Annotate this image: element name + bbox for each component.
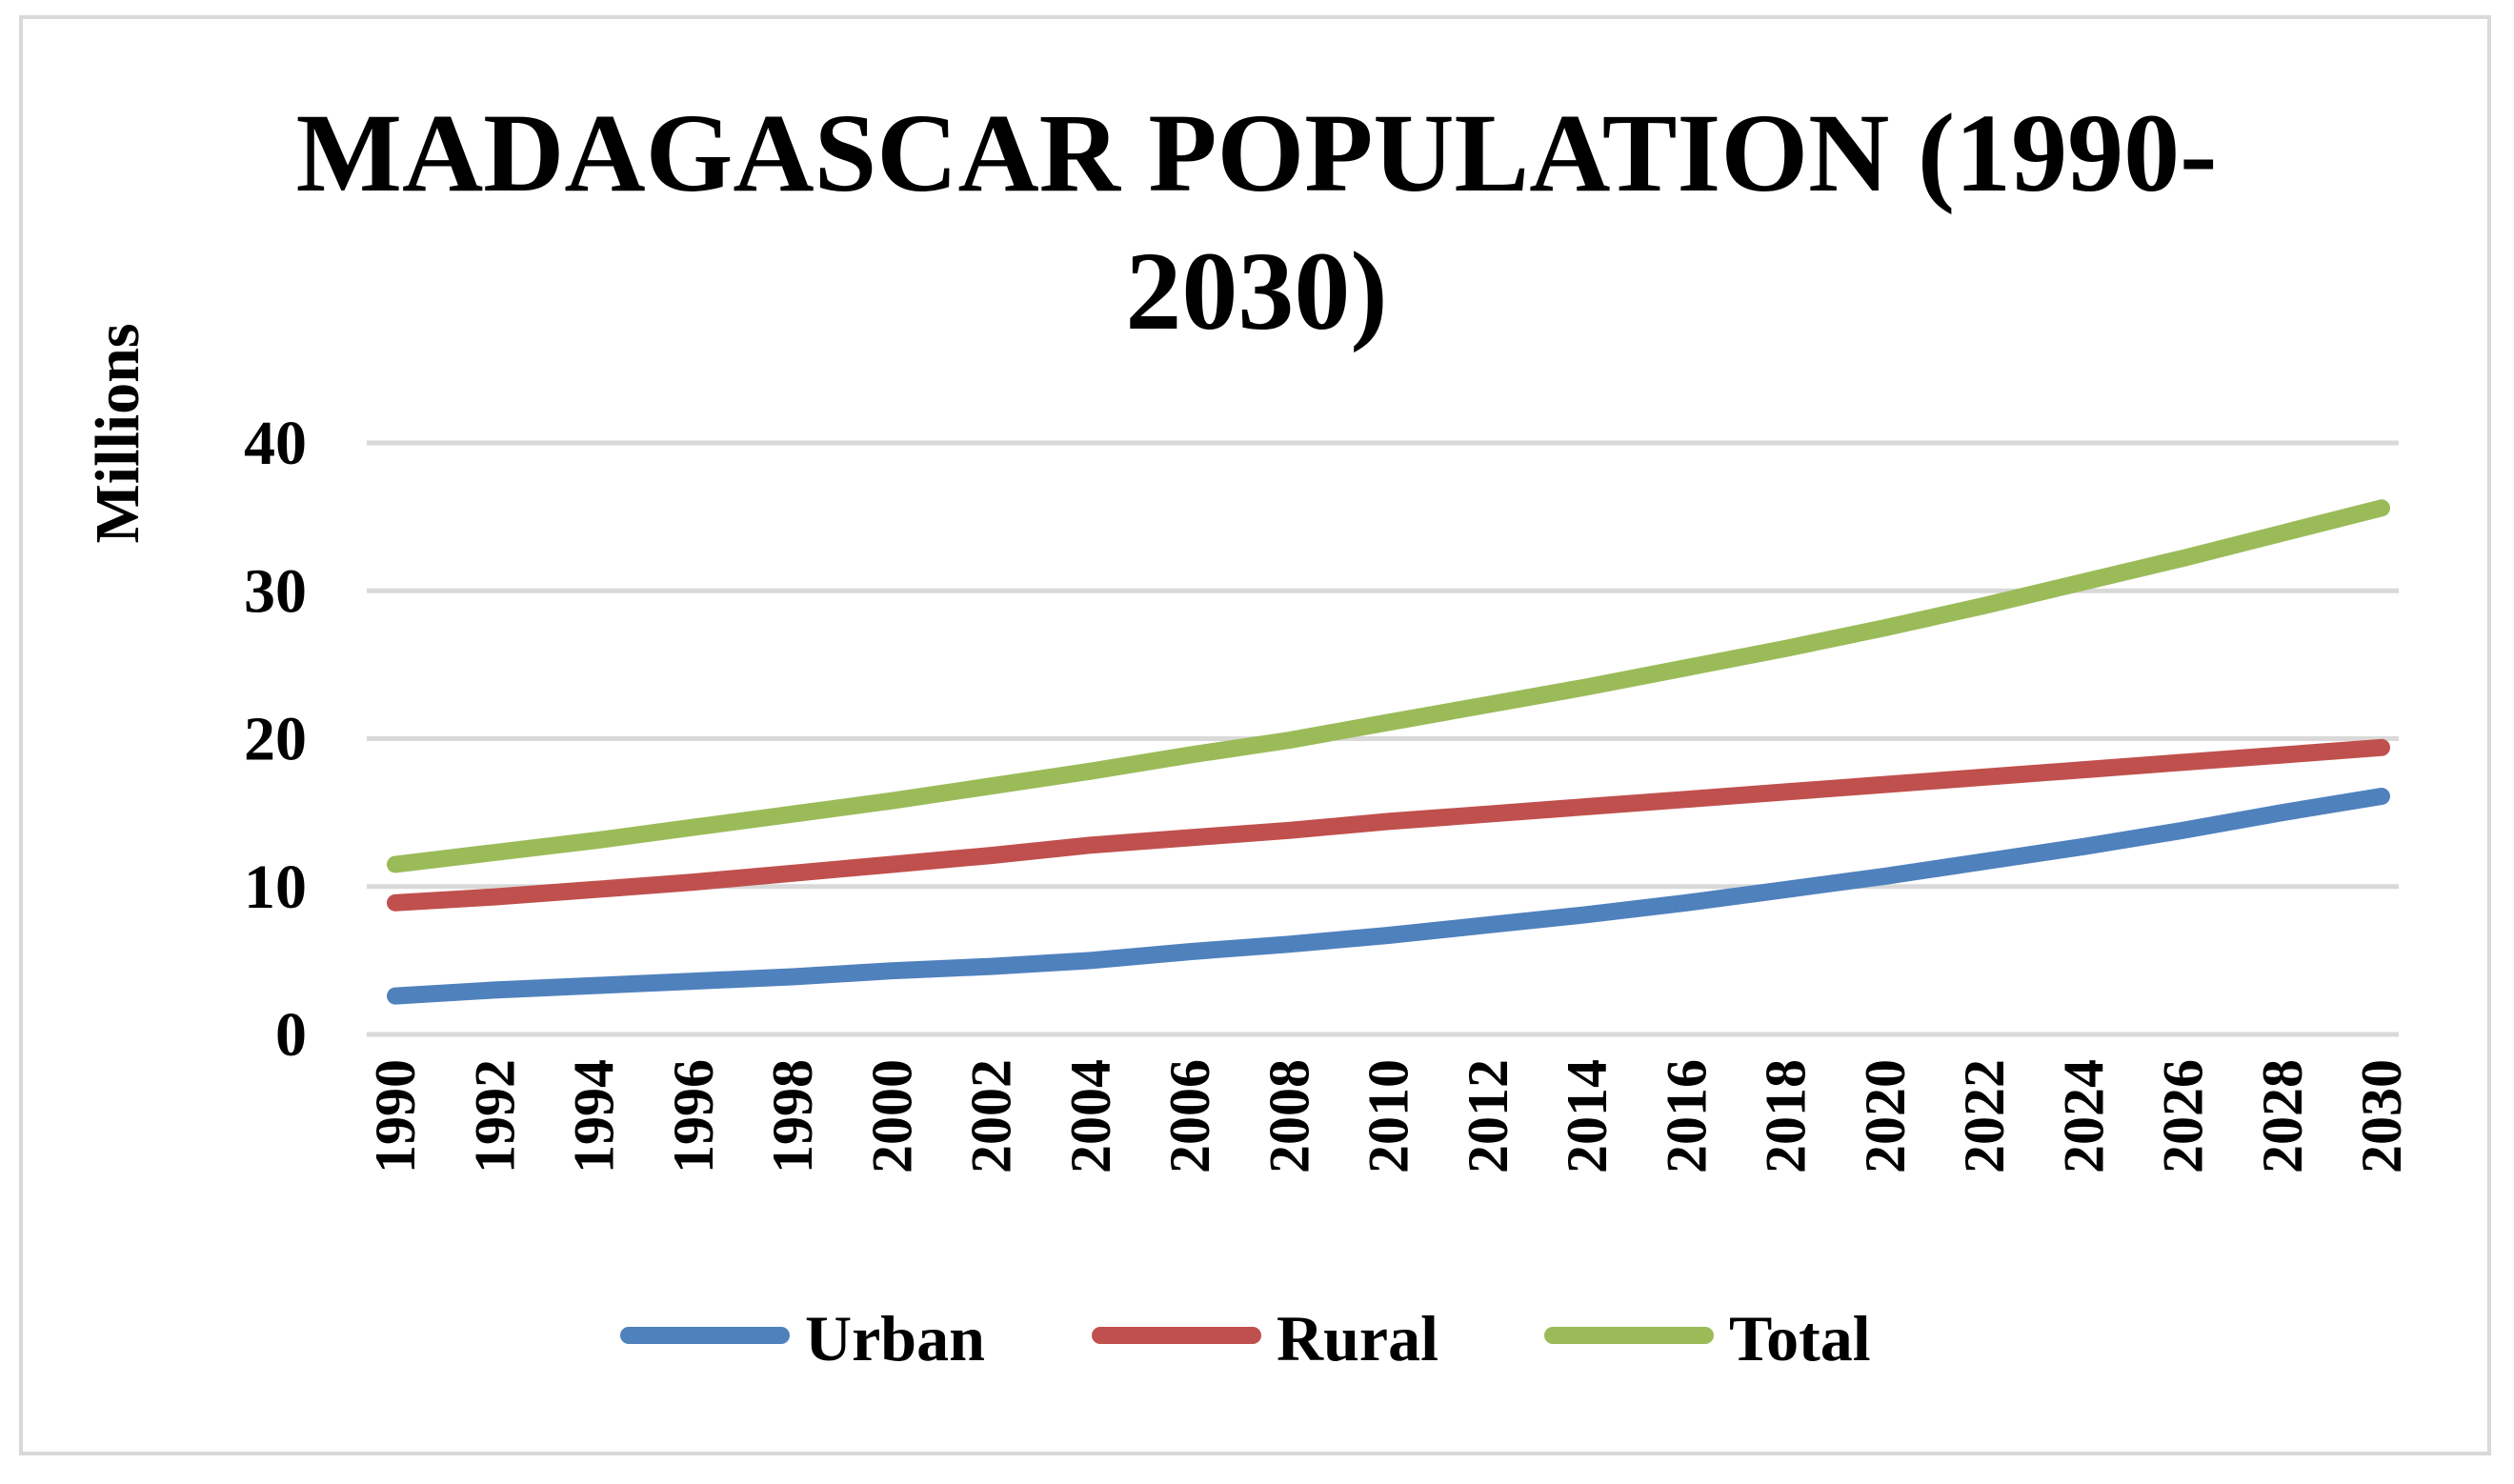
y-tick-label: 0 bbox=[275, 1000, 307, 1070]
x-tick-label: 1994 bbox=[563, 1059, 626, 1173]
x-tick-label: 2018 bbox=[1755, 1059, 1818, 1173]
series-line-rural bbox=[387, 738, 2390, 912]
x-tick-label: 2010 bbox=[1358, 1059, 1420, 1173]
x-tick-label: 1990 bbox=[364, 1059, 427, 1173]
y-tick-label: 10 bbox=[244, 852, 307, 922]
y-tick-label: 20 bbox=[244, 705, 307, 774]
y-tick-label: 30 bbox=[244, 556, 307, 626]
x-tick-label: 2016 bbox=[1655, 1059, 1718, 1173]
chart-title-line-1: MADAGASCAR POPULATION (1990- bbox=[296, 90, 2218, 215]
y-tick-labels: 0 10 20 30 40 bbox=[244, 409, 307, 1070]
chart-title-line-2: 2030) bbox=[1125, 229, 1387, 353]
x-tick-labels: 1990 1992 1994 1996 1998 2000 2002 2004 2006 2008… bbox=[364, 1059, 2413, 1173]
x-tick-label: 2008 bbox=[1257, 1059, 1320, 1173]
x-tick-label: 1996 bbox=[662, 1059, 725, 1173]
x-tick-label: 2000 bbox=[860, 1059, 923, 1173]
legend-label-rural: Rural bbox=[1277, 1302, 1438, 1374]
chart-frame bbox=[19, 15, 2491, 1455]
legend-label-total: Total bbox=[1729, 1302, 1871, 1374]
gridlines bbox=[367, 440, 2399, 1037]
x-tick-label: 2012 bbox=[1457, 1059, 1519, 1173]
series-line-total bbox=[387, 499, 2390, 873]
legend-label-urban: Urban bbox=[805, 1302, 985, 1374]
x-tick-label: 2006 bbox=[1158, 1059, 1221, 1173]
x-tick-label: 2020 bbox=[1854, 1059, 1917, 1173]
x-tick-label: 1992 bbox=[463, 1059, 526, 1173]
x-tick-label: 2004 bbox=[1059, 1059, 1122, 1173]
x-tick-label: 2026 bbox=[2152, 1059, 2215, 1173]
legend: Urban Rural Total bbox=[620, 1302, 1871, 1374]
y-axis-label: Millions bbox=[83, 323, 152, 543]
x-tick-label: 2024 bbox=[2052, 1059, 2115, 1173]
x-tick-label: 2014 bbox=[1556, 1059, 1619, 1173]
series-lines bbox=[387, 499, 2390, 1005]
x-tick-label: 1998 bbox=[761, 1059, 824, 1173]
series-line-urban bbox=[387, 788, 2390, 1005]
x-tick-label: 2028 bbox=[2251, 1059, 2314, 1173]
x-tick-label: 2022 bbox=[1953, 1059, 2016, 1173]
x-tick-label: 2002 bbox=[960, 1059, 1023, 1173]
y-tick-label: 40 bbox=[244, 409, 307, 478]
x-tick-label: 2030 bbox=[2350, 1059, 2413, 1173]
